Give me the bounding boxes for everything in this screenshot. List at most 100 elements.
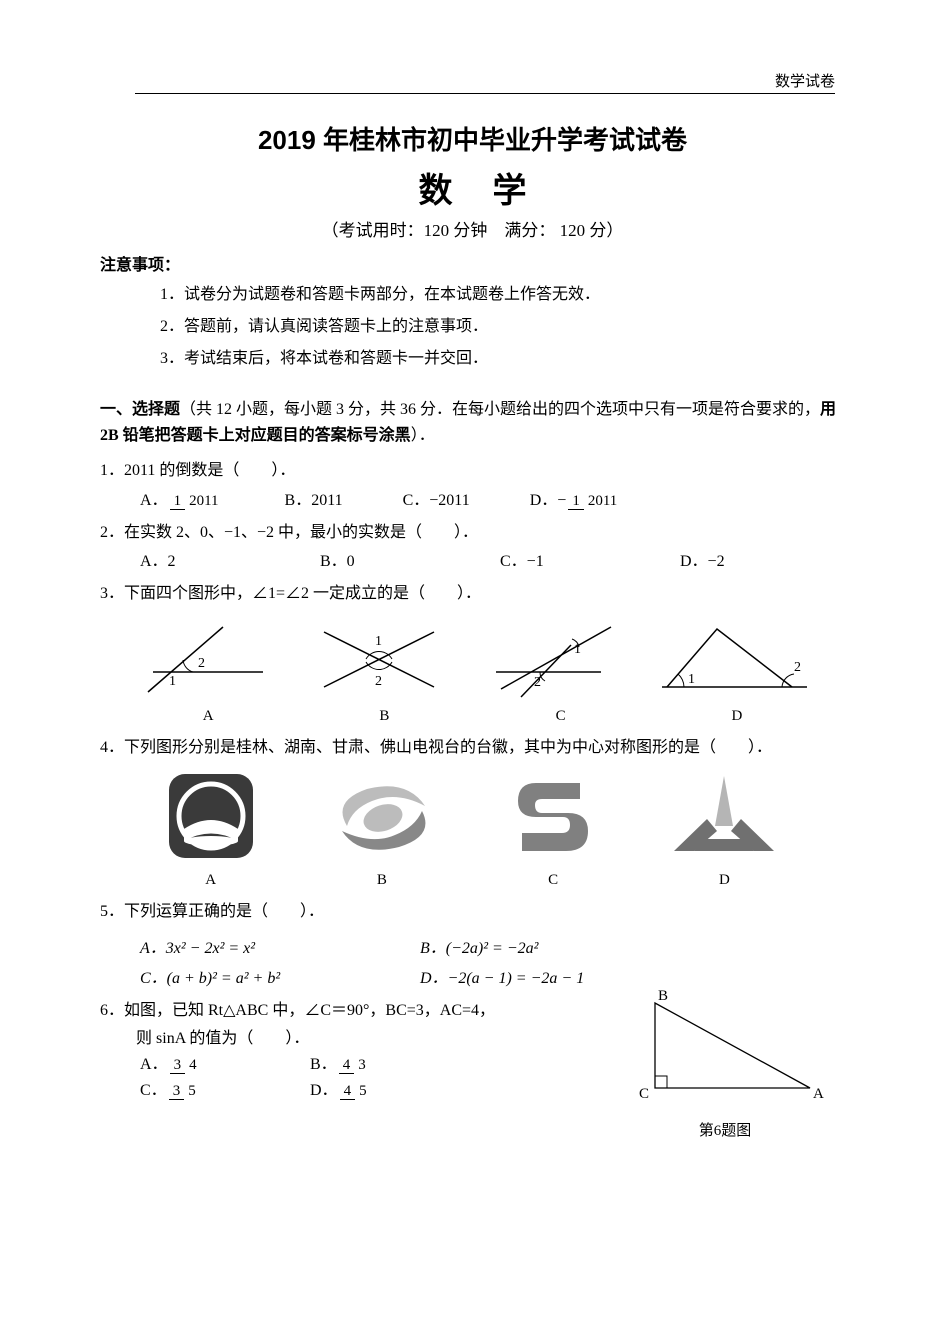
q5-opt-b: B．(−2a)² = −2a² <box>420 934 700 958</box>
frac-num: 1 <box>170 493 186 510</box>
q6-options-1: A．34 B．43 <box>140 1050 605 1074</box>
q4-logo-a: A <box>166 771 256 889</box>
q2-opt-c: C．−1 <box>500 547 620 571</box>
svg-text:1: 1 <box>688 672 695 687</box>
opt-label: C． <box>140 1082 167 1099</box>
opt-label: D． <box>310 1082 338 1099</box>
frac-num: 4 <box>339 1057 355 1074</box>
q6-text1: 6．如图，已知 Rt△ABC 中，∠C＝90°，BC=3，AC=4， <box>100 1002 495 1019</box>
notice-head: 注意事项： <box>100 251 845 275</box>
fraction-icon: 12011 <box>170 493 223 510</box>
fig-caption: B <box>296 708 472 725</box>
title-info: （考试用时：120 分钟 满分： 120 分） <box>100 216 845 241</box>
fraction-icon: 43 <box>339 1057 370 1074</box>
frac-num: 1 <box>568 493 584 510</box>
fig-caption: D <box>669 872 779 889</box>
q5-opt-c: C．(a + b)² = a² + b² <box>140 964 420 988</box>
section1-head: 一、选择题（共 12 小题，每小题 3 分，共 36 分．在每小题给出的四个选项… <box>100 397 845 448</box>
frac-num: 3 <box>170 1057 186 1074</box>
q6-text2: 则 sinA 的值为（ ）． <box>136 1030 309 1047</box>
q2-options: A．2 B．0 C．−1 D．−2 <box>140 547 845 571</box>
q6-opt-d: D．45 <box>310 1076 373 1100</box>
notice-1: 1．试卷分为试题卷和答题卡两部分，在本试题卷上作答无效． <box>160 283 845 307</box>
fraction-icon: 34 <box>170 1057 201 1074</box>
q3-fig-b: 1 2 B <box>296 617 472 725</box>
section1-b: （共 12 小题，每小题 3 分，共 36 分．在每小题给出的四个选项中只有一项… <box>180 401 820 418</box>
q2-opt-d: D．−2 <box>680 547 725 571</box>
angle-diagram-b: 1 2 <box>319 617 449 702</box>
q1-stem: 1．2011 的倒数是（ ）． <box>100 458 845 484</box>
q4-logo-b: B <box>327 771 437 889</box>
q4-logos: A B C D <box>130 771 815 889</box>
q6-options-2: C．35 D．45 <box>140 1076 605 1100</box>
fraction-icon: 45 <box>340 1083 371 1100</box>
q3-stem: 3．下面四个图形中，∠1=∠2 一定成立的是（ ）． <box>100 581 845 607</box>
header-label: 数学试卷 <box>135 70 835 94</box>
q3-fig-a: 1 2 A <box>120 617 296 725</box>
q5-stem: 5．下列运算正确的是（ ）． <box>100 899 845 925</box>
q1-a-label: A． <box>140 492 168 509</box>
notice-3: 3．考试结束后，将本试卷和答题卡一并交回． <box>160 347 845 371</box>
q1-opt-a: A．12011 <box>140 486 225 510</box>
title-subject: 数学 <box>100 163 845 212</box>
opt-label: A． <box>140 1056 168 1073</box>
angle-diagram-d: 1 2 <box>662 617 812 702</box>
q6-wrap: 6．如图，已知 Rt△ABC 中，∠C＝90°，BC=3，AC=4， 则 sin… <box>100 988 845 1140</box>
q1-opt-b: B．2011 <box>285 486 343 510</box>
q6-opt-b: B．43 <box>310 1050 372 1074</box>
notice-2: 2．答题前，请认真阅读答题卡上的注意事项． <box>160 315 845 339</box>
section1-d: ）． <box>411 427 435 444</box>
frac-den: 3 <box>354 1057 370 1073</box>
q6-opt-c: C．35 <box>140 1076 250 1100</box>
frac-den: 4 <box>185 1057 201 1073</box>
fig-caption: A <box>120 708 296 725</box>
section1-a: 一、选择题 <box>100 401 180 418</box>
fig-caption: B <box>327 872 437 889</box>
q6-figure: B C A 第6题图 <box>605 988 845 1140</box>
fig-caption: D <box>649 708 825 725</box>
frac-num: 3 <box>169 1083 185 1100</box>
vertex-a: A <box>813 1086 824 1102</box>
vertex-c: C <box>639 1086 649 1102</box>
q4-logo-d: D <box>669 771 779 889</box>
q1-opt-c: C．−2011 <box>403 486 470 510</box>
angle-diagram-c: 1 2 <box>496 617 626 702</box>
svg-text:2: 2 <box>375 674 382 689</box>
svg-text:2: 2 <box>794 660 801 675</box>
title-main: 2019 年桂林市初中毕业升学考试试卷 <box>100 120 845 157</box>
right-triangle-icon: B C A <box>625 988 825 1108</box>
q1-d-label: D．− <box>530 492 567 509</box>
frac-den: 2011 <box>584 493 621 509</box>
svg-text:1: 1 <box>375 634 382 649</box>
q2-opt-b: B．0 <box>320 547 440 571</box>
q6-figcap: 第6题图 <box>605 1119 845 1140</box>
q5-options: A．3x² − 2x² = x² C．(a + b)² = a² + b² B．… <box>140 928 845 988</box>
tv-logo-a <box>166 771 256 861</box>
q6-line1: 6．如图，已知 Rt△ABC 中，∠C＝90°，BC=3，AC=4， <box>100 998 605 1024</box>
q2-opt-a: A．2 <box>140 547 260 571</box>
q3-figures: 1 2 A 1 2 B 1 2 <box>120 617 825 725</box>
frac-den: 5 <box>184 1083 200 1099</box>
fraction-icon: 12011 <box>568 493 621 510</box>
tv-logo-b <box>327 771 437 861</box>
fig-caption: C <box>473 708 649 725</box>
q4-logo-c: C <box>508 771 598 889</box>
q1-opt-d: D．−12011 <box>530 486 624 510</box>
svg-text:2: 2 <box>198 656 205 671</box>
svg-text:2: 2 <box>534 675 541 690</box>
opt-label: B． <box>310 1056 337 1073</box>
q1-options: A．12011 B．2011 C．−2011 D．−12011 <box>140 486 845 510</box>
frac-den: 2011 <box>185 493 222 509</box>
q6-line2: 则 sinA 的值为（ ）． <box>120 1024 605 1048</box>
q2-stem: 2．在实数 2、0、−1、−2 中，最小的实数是（ ）． <box>100 520 845 546</box>
angle-diagram-a: 1 2 <box>143 617 273 702</box>
tv-logo-c <box>508 771 598 861</box>
fig-caption: A <box>166 872 256 889</box>
q5-opt-d: D．−2(a − 1) = −2a − 1 <box>420 964 700 988</box>
svg-text:1: 1 <box>169 674 176 689</box>
exam-page: 数学试卷 2019 年桂林市初中毕业升学考试试卷 数学 （考试用时：120 分钟… <box>0 0 945 1180</box>
vertex-b: B <box>658 988 668 1004</box>
fraction-icon: 35 <box>169 1083 200 1100</box>
q6-opt-a: A．34 <box>140 1050 250 1074</box>
frac-den: 5 <box>355 1083 371 1099</box>
